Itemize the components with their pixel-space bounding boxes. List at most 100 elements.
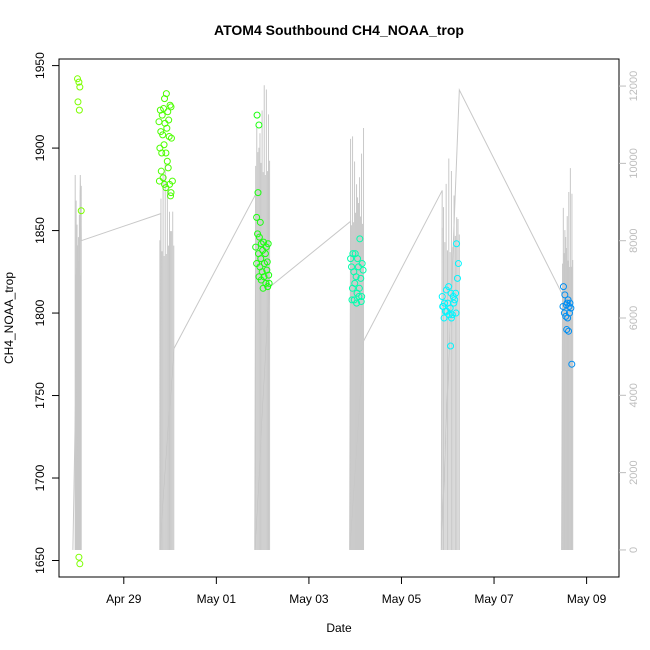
data-point	[439, 302, 447, 310]
data-point	[447, 342, 455, 350]
data-point	[448, 311, 456, 319]
data-point	[77, 207, 85, 215]
x-tick-label: May 05	[382, 592, 422, 606]
data-point	[445, 283, 453, 291]
data-point	[253, 213, 261, 221]
data-point	[76, 560, 84, 568]
data-point	[74, 98, 82, 106]
data-point	[260, 273, 268, 281]
data-point	[164, 164, 172, 172]
data-point	[257, 255, 265, 263]
y2-tick-label: 10000	[628, 148, 640, 179]
y-axis-left: 1650 1700 1750 1800 1850 1900 1950	[33, 52, 59, 574]
altitude-transit-line	[72, 87, 564, 550]
data-point	[447, 314, 455, 322]
data-point	[165, 116, 173, 124]
data-point	[440, 314, 448, 322]
data-point	[75, 553, 83, 561]
data-point	[167, 192, 175, 200]
x-axis: Apr 29 May 01 May 03 May 05 May 07 May 09	[106, 577, 607, 606]
y-axis-label: CH4_NOAA_trop	[2, 272, 16, 364]
x-axis-label: Date	[326, 621, 352, 635]
data-point	[261, 250, 269, 258]
data-point	[255, 121, 263, 129]
data-point	[74, 75, 82, 83]
y2-tick-label: 2000	[628, 460, 640, 484]
x-tick-label: May 07	[474, 592, 514, 606]
data-point	[75, 78, 83, 86]
y-tick-label: 1800	[33, 299, 47, 326]
data-point	[155, 118, 163, 126]
x-tick-label: May 09	[567, 592, 607, 606]
y2-tick-label: 4000	[628, 383, 640, 407]
y2-tick-label: 8000	[628, 228, 640, 252]
data-points	[74, 75, 576, 568]
data-point	[161, 180, 169, 188]
data-point	[349, 250, 357, 258]
y2-tick-label: 0	[628, 547, 640, 553]
data-point	[559, 283, 567, 291]
data-point	[566, 299, 574, 307]
data-point	[159, 131, 167, 139]
data-point	[264, 240, 272, 248]
data-point	[453, 274, 461, 282]
data-point	[164, 108, 172, 116]
data-point	[452, 289, 460, 297]
chart-title: ATOM4 Southbound CH4_NOAA_trop	[214, 22, 464, 38]
x-tick-label: Apr 29	[106, 592, 142, 606]
data-point	[253, 111, 261, 119]
data-point	[265, 279, 273, 287]
data-point	[76, 83, 84, 91]
data-point	[356, 235, 364, 243]
data-point	[359, 266, 367, 274]
data-point	[354, 255, 362, 263]
data-point	[568, 360, 576, 368]
data-point	[438, 293, 446, 301]
data-point	[167, 134, 175, 142]
data-point	[163, 157, 171, 165]
data-point	[259, 284, 267, 292]
data-point	[357, 274, 365, 282]
data-point	[254, 189, 262, 197]
y-tick-label: 1850	[33, 217, 47, 244]
data-point	[265, 271, 273, 279]
data-point	[354, 263, 362, 271]
data-point	[158, 149, 166, 157]
data-point	[453, 240, 461, 248]
data-point	[351, 279, 359, 287]
data-point	[264, 283, 272, 291]
data-point	[357, 298, 365, 306]
data-point	[158, 111, 166, 119]
data-point	[348, 296, 356, 304]
data-point	[561, 291, 569, 299]
data-point	[560, 309, 568, 317]
data-point	[563, 326, 571, 334]
y-axis-right: 0 2000 4000 6000 8000 10000 12000	[619, 71, 640, 553]
data-point	[163, 124, 171, 132]
data-point	[256, 218, 264, 226]
altitude-layer	[72, 85, 574, 550]
data-point	[162, 149, 170, 157]
data-point	[565, 309, 573, 317]
data-point	[254, 230, 262, 238]
data-point	[355, 284, 363, 292]
data-point	[452, 309, 460, 317]
data-point	[157, 167, 165, 175]
x-tick-label: May 03	[289, 592, 329, 606]
data-point	[450, 299, 458, 307]
plot-frame	[58, 58, 620, 578]
data-point	[559, 302, 567, 310]
data-point	[75, 106, 83, 114]
data-point	[567, 304, 575, 312]
y2-tick-label: 6000	[628, 306, 640, 330]
data-point	[160, 141, 168, 149]
data-point	[252, 243, 260, 251]
data-point	[352, 273, 360, 281]
data-point	[167, 103, 175, 111]
y-tick-label: 1650	[33, 547, 47, 574]
y-tick-label: 1750	[33, 382, 47, 409]
y-tick-label: 1900	[33, 134, 47, 161]
data-point	[451, 296, 459, 304]
data-point	[358, 293, 366, 301]
x-tick-label: May 01	[197, 592, 237, 606]
